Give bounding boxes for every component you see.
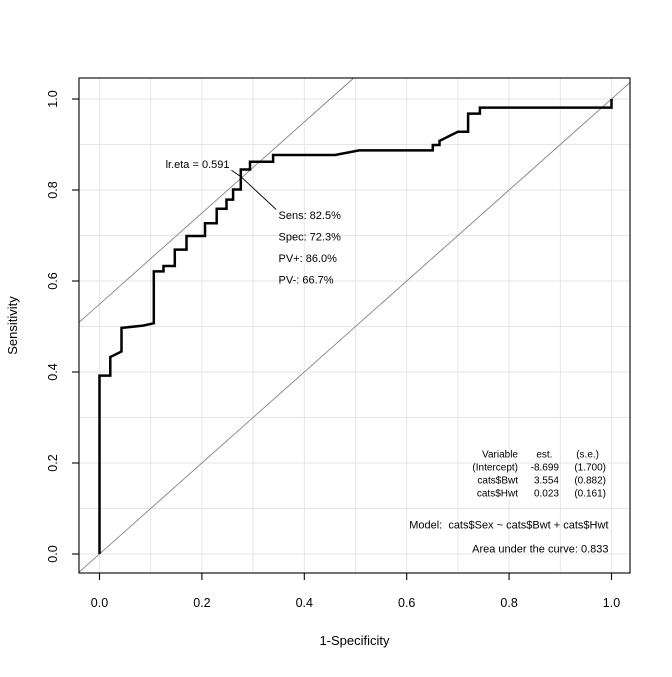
table-cell: (0.161) (574, 489, 606, 500)
y-tick-label: 0.4 (46, 363, 60, 380)
y-tick-label: 0.2 (46, 454, 60, 471)
optimal-cut-parallel (78, 77, 355, 323)
axis-tick-marks (72, 98, 613, 580)
x-tick-label: 0.2 (193, 596, 210, 610)
stat-spec: Spec: 72.3% (279, 232, 342, 244)
y-tick-label: 0.8 (46, 181, 60, 198)
table-cell: 0.023 (534, 489, 559, 500)
y-axis-tick-labels: 0.0 0.2 0.4 0.6 0.8 1.0 (46, 90, 60, 562)
roc-curve-layer (98, 99, 613, 554)
table-cell: 3.554 (534, 476, 559, 487)
table-cell: (0.882) (574, 476, 606, 487)
model-formula-label: Model: cats$Sex ~ cats$Bwt + cats$Hwt (409, 520, 608, 532)
stat-sens: Sens: 82.5% (279, 210, 342, 222)
reference-lines (78, 77, 631, 573)
x-tick-label: 0.4 (296, 596, 313, 610)
grid-lines (79, 78, 630, 573)
x-axis-title: 1-Specificity (319, 633, 390, 648)
auc-label: Area under the curve: 0.833 (472, 544, 608, 556)
table-cell: cats$Hwt (477, 489, 518, 500)
chance-diagonal (78, 82, 631, 573)
y-tick-label: 0.0 (46, 545, 60, 562)
cut-point-label: lr.eta = 0.591 (166, 159, 230, 171)
x-axis-tick-labels: 0.0 0.2 0.4 0.6 0.8 1.0 (91, 596, 620, 610)
x-tick-label: 0.6 (398, 596, 415, 610)
table-cell: -8.699 (531, 463, 560, 474)
table-cell: (Intercept) (472, 463, 518, 474)
y-tick-label: 1.0 (46, 90, 60, 107)
table-header-se: (s.e.) (576, 450, 599, 461)
plot-border (78, 77, 631, 574)
table-cell: cats$Bwt (477, 476, 518, 487)
x-tick-label: 0.0 (91, 596, 108, 610)
y-axis-title: Sensitivity (5, 296, 20, 355)
cut-point-stats-block: Sens: 82.5% Spec: 72.3% PV+: 86.0% PV-: … (279, 210, 342, 287)
roc-curve (98, 99, 613, 554)
x-tick-label: 1.0 (603, 596, 620, 610)
table-header-est: est. (536, 450, 552, 461)
cut-point-pointer-line (231, 169, 277, 210)
stat-pv-minus: PV-: 66.7% (279, 275, 334, 287)
y-tick-label: 0.6 (46, 272, 60, 289)
table-header-variable: Variable (482, 450, 518, 461)
coefficient-table: Variable est. (s.e.) (Intercept) -8.699 … (472, 450, 606, 500)
stat-pv-plus: PV+: 86.0% (279, 253, 338, 265)
x-tick-label: 0.8 (500, 596, 517, 610)
table-cell: (1.700) (574, 463, 606, 474)
